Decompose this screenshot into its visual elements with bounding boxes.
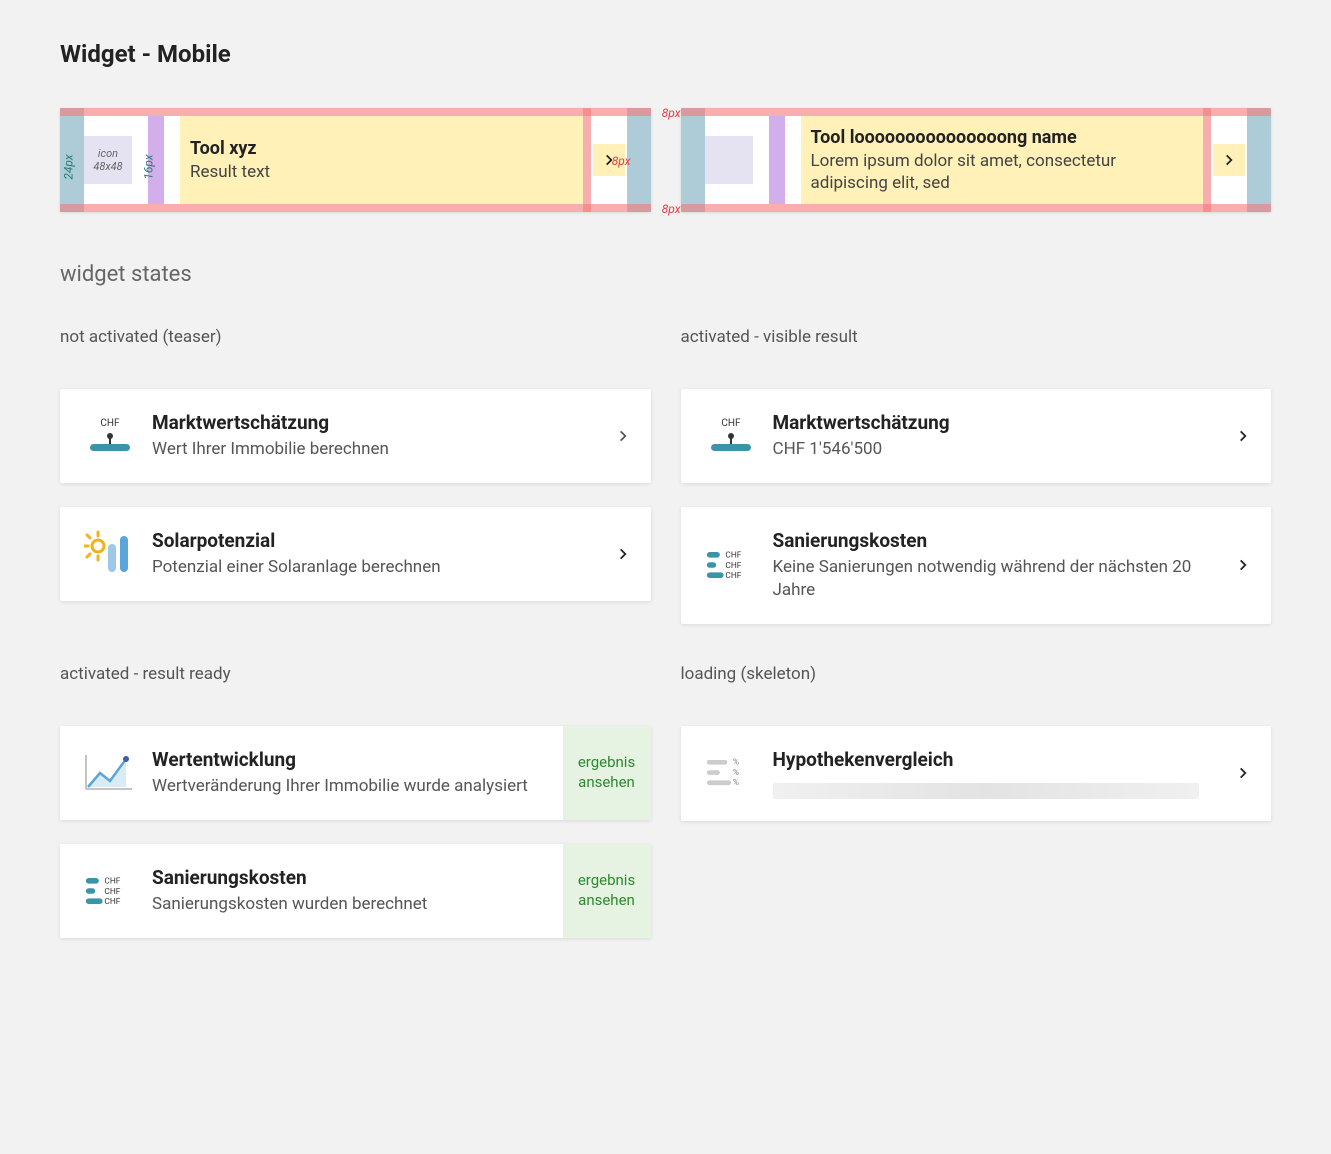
svg-text:CHF: CHF: [104, 897, 120, 907]
annot-8px-bot: 8px: [662, 202, 681, 216]
svg-text:CHF: CHF: [104, 887, 120, 897]
annot-24px: 24px: [62, 154, 76, 179]
trend-chart-icon: [84, 748, 136, 798]
chevron-right-icon: [1215, 748, 1271, 799]
widget-subtitle: Potenzial einer Solaranlage berechnen: [152, 556, 579, 579]
col-not-activated: not activated (teaser) CHF Marktwertschä…: [60, 327, 651, 601]
wf-pad-right: [1247, 108, 1271, 212]
widget-title: Sanierungskosten: [773, 529, 1200, 552]
widget-subtitle: CHF 1'546'500: [773, 438, 1200, 461]
widget-title: Hypothekenvergleich: [773, 748, 1200, 771]
solar-icon: [84, 529, 136, 579]
widget-subtitle: Keine Sanierungen notwendig während der …: [773, 556, 1200, 602]
states-grid: not activated (teaser) CHF Marktwertschä…: [60, 327, 1271, 938]
widget-hypo-loading[interactable]: % % % Hypothekenvergleich: [681, 726, 1272, 821]
svg-text:CHF: CHF: [725, 571, 741, 581]
slider-chf-icon: CHF: [705, 411, 757, 461]
widget-title: Marktwertschätzung: [152, 411, 579, 434]
wf-content: Tool looooooooooooooong name Lorem ipsum…: [705, 108, 1204, 212]
wf-gap-16: [769, 116, 785, 204]
label-activated-visible: activated - visible result: [681, 327, 1272, 347]
wf-padding-top: [681, 108, 1272, 116]
widget-title: Solarpotenzial: [152, 529, 579, 552]
skeleton-bar: [773, 783, 1200, 799]
wf-title: Tool xyz: [190, 137, 573, 160]
wf-icon-placeholder: [705, 136, 753, 184]
svg-text:%: %: [732, 768, 738, 778]
wf-subtitle: Lorem ipsum dolor sit amet, consectetur …: [811, 150, 1194, 194]
col-activated-visible: activated - visible result CHF Marktwert…: [681, 327, 1272, 624]
chf-text: CHF: [100, 418, 120, 429]
svg-text:%: %: [732, 758, 738, 768]
svg-text:CHF: CHF: [725, 551, 741, 561]
chevron-right-icon: [1222, 153, 1236, 167]
widget-title: Marktwertschätzung: [773, 411, 1200, 434]
wf-text-block: Tool xyz Result text: [180, 116, 583, 204]
chf-bars-icon: CHF CHF CHF: [84, 866, 136, 916]
svg-text:CHF: CHF: [725, 561, 741, 571]
widget-subtitle: Wert Ihrer Immobilie berechnen: [152, 438, 579, 461]
chf-bars-icon: CHF CHF CHF: [705, 529, 757, 602]
widget-marktwert-result[interactable]: CHF Marktwertschätzung CHF 1'546'500: [681, 389, 1272, 483]
wf-icon-label2: 48x48: [93, 160, 122, 173]
cta-result-button[interactable]: ergebnis ansehen: [563, 844, 651, 938]
page-title: Widget - Mobile: [60, 40, 1271, 68]
wf-inner-pad: [1203, 108, 1211, 212]
wf-inner-pad: [583, 108, 591, 212]
wf-title: Tool looooooooooooooong name: [811, 126, 1194, 149]
cta-result-button[interactable]: ergebnis ansehen: [563, 726, 651, 820]
widget-solar-teaser[interactable]: Solarpotenzial Potenzial einer Solaranla…: [60, 507, 651, 601]
widget-title: Wertentwicklung: [152, 748, 547, 771]
annot-16px: 16px: [142, 154, 156, 179]
wf-text-block: Tool looooooooooooooong name Lorem ipsum…: [801, 116, 1204, 204]
chevron-right-icon: [595, 411, 651, 461]
wf-icon-label1: icon: [98, 147, 118, 160]
label-not-activated: not activated (teaser): [60, 327, 651, 347]
col-loading: loading (skeleton) % % % Hypothekenvergl…: [681, 664, 1272, 821]
wf-chevron-slot[interactable]: [1213, 144, 1245, 176]
wf-padding-bottom: [60, 204, 651, 212]
widget-title: Sanierungskosten: [152, 866, 547, 889]
percent-bars-icon: % % %: [705, 748, 757, 799]
wireframe-annotated: 8px 8px 8px 24px 16px icon 48x48 Tool xy…: [60, 108, 651, 212]
wf-padding-top: [60, 108, 651, 116]
widget-sanierung-result[interactable]: CHF CHF CHF Sanierungskosten Keine Sanie…: [681, 507, 1272, 624]
wf-pad-left: [681, 108, 705, 212]
annot-8px-mid: 8px: [612, 154, 631, 168]
chevron-right-icon: [1215, 529, 1271, 602]
svg-text:%: %: [732, 778, 738, 788]
label-activated-ready: activated - result ready: [60, 664, 651, 684]
chevron-right-icon: [595, 529, 651, 579]
wf-padding-bottom: [681, 204, 1272, 212]
wf-subtitle: Result text: [190, 161, 573, 183]
svg-text:CHF: CHF: [721, 418, 741, 429]
wireframes-row: 8px 8px 8px 24px 16px icon 48x48 Tool xy…: [60, 108, 1271, 212]
widget-sanierung-ready[interactable]: CHF CHF CHF Sanierungskosten Sanierungsk…: [60, 844, 651, 938]
svg-text:CHF: CHF: [104, 876, 120, 886]
widget-marktwert-teaser[interactable]: CHF Marktwertschätzung Wert Ihrer Immobi…: [60, 389, 651, 483]
chevron-right-icon: [1215, 411, 1271, 461]
label-loading: loading (skeleton): [681, 664, 1272, 684]
col-activated-ready: activated - result ready Wertentwicklung…: [60, 664, 651, 938]
slider-chf-icon: CHF: [84, 411, 136, 461]
widget-subtitle: Wertveränderung Ihrer Immobilie wurde an…: [152, 775, 547, 798]
widget-wert-ready[interactable]: Wertentwicklung Wertveränderung Ihrer Im…: [60, 726, 651, 820]
annot-8px-top: 8px: [662, 106, 681, 120]
section-states-label: widget states: [60, 262, 1271, 287]
wf-icon-placeholder: icon 48x48: [84, 136, 132, 184]
wf-content: icon 48x48 Tool xyz Result text: [84, 108, 583, 212]
widget-subtitle: Sanierungskosten wurden berechnet: [152, 893, 547, 916]
wireframe-longtext: Tool looooooooooooooong name Lorem ipsum…: [681, 108, 1272, 212]
